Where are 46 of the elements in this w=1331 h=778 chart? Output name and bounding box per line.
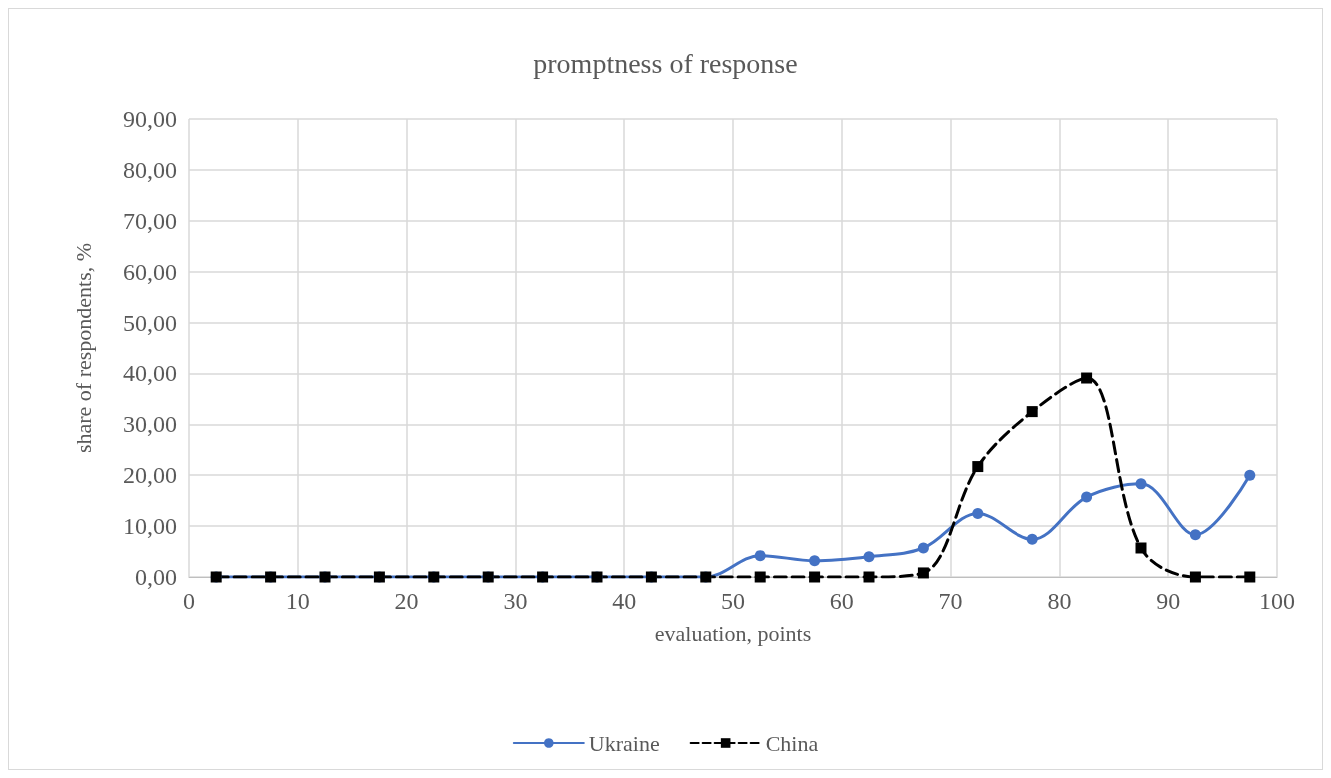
x-tick-label: 90 <box>1156 588 1181 614</box>
x-tick-label: 10 <box>285 588 310 614</box>
point <box>1135 478 1147 490</box>
point <box>1026 533 1038 545</box>
point <box>1244 469 1256 481</box>
chart-title: promptness of response <box>533 47 798 79</box>
point <box>917 567 929 579</box>
point <box>754 571 766 583</box>
x-tick-label: 50 <box>721 588 745 614</box>
point <box>972 461 984 473</box>
x-axis-title: evaluation, points <box>654 620 812 646</box>
y-axis-title: share of respondents, % <box>70 242 96 454</box>
point <box>863 551 875 563</box>
x-tick-label: 60 <box>829 588 854 614</box>
x-tick-label: 80 <box>1047 588 1072 614</box>
y-tick-label: 50,00 <box>123 309 177 336</box>
point <box>1244 571 1256 583</box>
point <box>809 555 821 567</box>
y-tick-label: 40,00 <box>123 360 177 387</box>
y-tick-label: 60,00 <box>123 258 177 285</box>
x-tick-label: 100 <box>1259 588 1295 614</box>
y-tick-label: 20,00 <box>123 462 177 489</box>
point <box>863 571 875 583</box>
point <box>972 507 984 519</box>
point <box>1189 571 1201 583</box>
point <box>754 550 766 562</box>
point <box>1135 542 1147 554</box>
y-tick-label: 70,00 <box>123 207 177 234</box>
x-tick-label: 0 <box>183 588 195 614</box>
point <box>917 542 929 554</box>
point <box>1026 406 1038 418</box>
y-tick-label: 30,00 <box>123 411 177 438</box>
y-tick-label: 80,00 <box>123 156 177 183</box>
y-tick-label: 10,00 <box>123 513 177 540</box>
x-tick-label: 70 <box>938 588 963 614</box>
y-tick-label: 0,00 <box>135 564 177 590</box>
x-tick-label: 40 <box>612 588 637 614</box>
legend-label: China <box>765 730 819 756</box>
point <box>1081 491 1093 503</box>
point <box>1081 372 1093 384</box>
point <box>1189 529 1201 541</box>
y-tick-label: 90,00 <box>123 106 177 132</box>
point <box>809 571 821 583</box>
x-tick-label: 30 <box>503 588 528 614</box>
x-tick-label: 20 <box>394 588 419 614</box>
legend-label: Ukraine <box>588 730 660 756</box>
